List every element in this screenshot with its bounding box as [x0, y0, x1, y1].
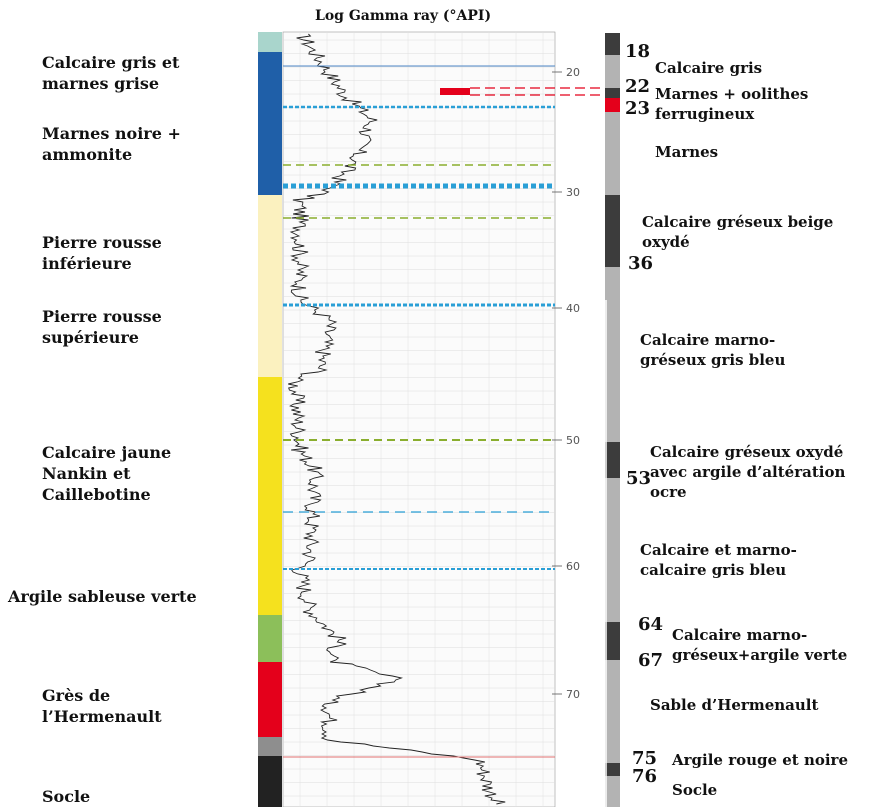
depth-mark: 22 [625, 76, 651, 97]
right-unit-label: Socle [672, 781, 718, 799]
left-unit-label: Calcaire jaune Nankin et Caillebotine [42, 443, 172, 504]
left-unit-block [258, 662, 282, 737]
right-unit-block [605, 98, 620, 112]
right-lithology-column [605, 33, 620, 807]
grid [282, 31, 556, 807]
right-unit-block [605, 33, 620, 55]
right-unit-block [605, 300, 620, 442]
left-unit-label: Pierre rousse inférieure [42, 233, 162, 273]
left-unit-label: Pierre rousse supérieure [42, 307, 162, 347]
gamma-ray-trace [288, 33, 506, 805]
log-title: Log Gamma ray (°API) [315, 8, 492, 24]
depth-mark: 67 [638, 650, 664, 671]
left-unit-block [258, 615, 282, 662]
left-unit-label: Marnes noire + ammonite [42, 124, 181, 164]
depth-tick-label: 40 [566, 302, 580, 315]
left-unit-block [258, 737, 282, 756]
left-unit-block [258, 377, 282, 615]
depth-tick-label: 70 [566, 688, 580, 701]
left-unit-label: Calcaire gris et marnes grise [42, 53, 180, 93]
left-unit-block [258, 756, 282, 807]
depth-mark: 36 [628, 253, 654, 274]
right-unit-label: Calcaire gréseux oxydé avec argile d’alté… [650, 443, 846, 501]
boundary-lines [283, 65, 600, 758]
right-unit-label: Calcaire marno-gréseux+argile verte [672, 626, 848, 664]
right-unit-label: Marnes [655, 143, 719, 161]
right-unit-block [605, 478, 620, 622]
left-color-column [258, 32, 282, 807]
right-unit-block [605, 763, 620, 776]
right-unit-block [605, 267, 620, 300]
right-unit-label: Sable d’Hermenault [650, 696, 819, 714]
right-unit-block [605, 112, 620, 195]
depth-tick-label: 30 [566, 186, 580, 199]
left-unit-block [258, 195, 282, 377]
depth-tick-labels: 20 30 40 50 60 70 [552, 66, 580, 701]
right-unit-label: Calcaire marno-gréseux gris bleu [640, 331, 786, 369]
depth-mark: 18 [625, 41, 651, 62]
depth-tick-label: 60 [566, 560, 580, 573]
right-unit-label: Argile rouge et noire [672, 751, 849, 769]
gamma-ray-curve [288, 33, 506, 805]
right-unit-block [605, 442, 620, 478]
right-unit-block [605, 195, 620, 267]
depth-mark: 64 [638, 614, 664, 635]
right-unit-block [605, 622, 620, 660]
depth-mark: 75 [632, 748, 658, 769]
right-unit-block [605, 55, 620, 88]
right-unit-label: Calcaire gréseux beige oxydé [642, 213, 834, 251]
depth-tick-label: 50 [566, 434, 580, 447]
right-unit-label: Calcaire et marno-calcaire gris bleu [640, 541, 797, 579]
left-unit-label: Socle [42, 787, 91, 806]
depth-mark: 23 [625, 98, 651, 119]
log-frame [282, 31, 556, 807]
left-unit-block [258, 52, 282, 195]
red-marker [440, 88, 470, 95]
right-unit-block [605, 776, 620, 807]
left-unit-label: Grès de l’Hermenault [42, 686, 162, 726]
right-unit-block [605, 88, 620, 98]
left-unit-block [258, 32, 282, 52]
depth-tick-label: 20 [566, 66, 580, 79]
right-unit-label: Marnes + oolithes ferrugineux [655, 85, 809, 123]
right-unit-label: Calcaire gris [655, 59, 763, 77]
depth-mark: 53 [626, 468, 652, 489]
left-unit-label: Argile sableuse verte [8, 587, 197, 606]
depth-mark: 76 [632, 766, 658, 787]
right-unit-block [605, 660, 620, 763]
